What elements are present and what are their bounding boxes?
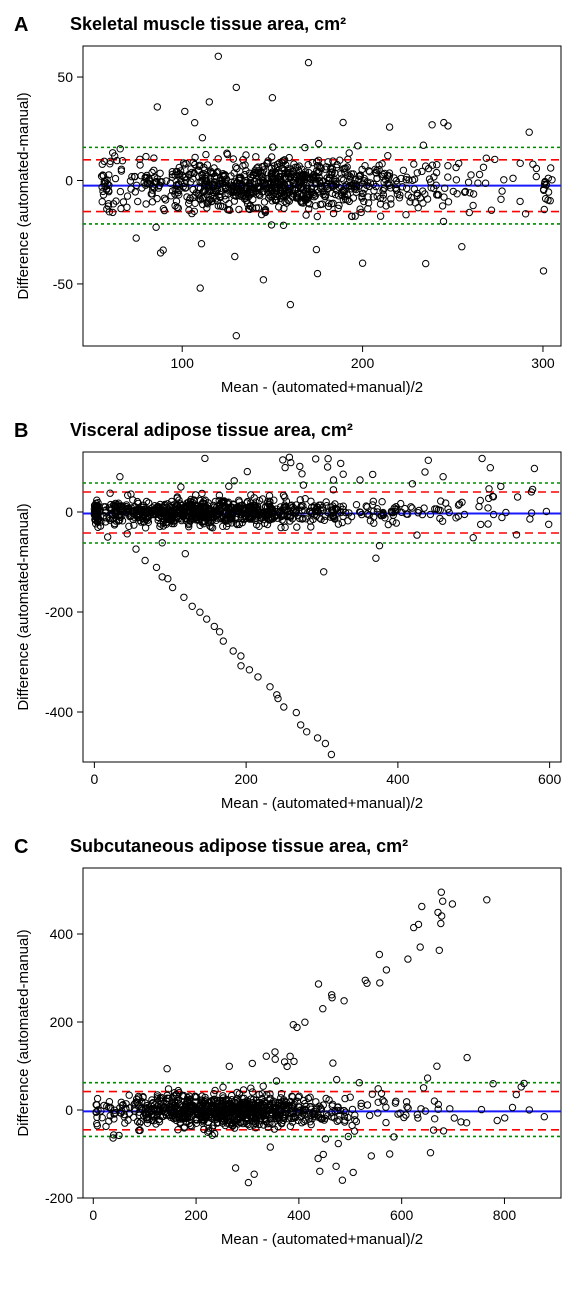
y-axis-label: Difference (automated-manual) [15, 92, 32, 299]
x-tick-label: 100 [171, 355, 195, 371]
y-tick-label: -400 [45, 704, 73, 720]
plot-frame [83, 452, 561, 762]
y-axis-label: Difference (automated-manual) [15, 929, 32, 1136]
y-tick-label: -50 [53, 276, 73, 292]
y-tick-label: 0 [65, 504, 73, 520]
y-axis-label: Difference (automated-manual) [15, 503, 32, 710]
plot-svg: 100 200 300 -50 0 50 Mean - (automated+manual)… [8, 8, 570, 406]
x-tick-label: 0 [89, 1207, 97, 1223]
panel-title: Visceral adipose tissue area, cm² [70, 420, 353, 441]
x-axis-label: Mean - (automated+manual)/2 [221, 379, 423, 396]
x-tick-label: 300 [531, 355, 555, 371]
panel-c: C Subcutaneous adipose tissue area, cm² 0 2… [8, 830, 570, 1258]
panel-letter: B [14, 420, 28, 443]
x-tick-label: 200 [351, 355, 375, 371]
x-tick-label: 400 [386, 771, 410, 787]
plot-svg: 0 200 400 600 -400 -200 0 Mean - (automated+man… [8, 414, 570, 822]
panel-a: A Skeletal muscle tissue area, cm² 100 200 3… [8, 8, 570, 406]
panel-letter: C [14, 836, 28, 859]
y-tick-label: 50 [57, 69, 73, 85]
x-tick-label: 0 [90, 771, 98, 787]
x-axis-label: Mean - (automated+manual)/2 [221, 795, 423, 812]
plot-frame [83, 868, 561, 1198]
y-tick-label: -200 [45, 1190, 73, 1206]
scatter-points [98, 53, 555, 339]
panel-b: B Visceral adipose tissue area, cm² 0 200 40… [8, 414, 570, 822]
panel-letter: A [14, 14, 28, 37]
scatter-points [93, 889, 548, 1186]
y-tick-label: 200 [50, 1014, 74, 1030]
plot-svg: 0 200 400 600 800 -200 0 200 400 Mean - (automate… [8, 830, 570, 1258]
x-axis-label: Mean - (automated+manual)/2 [221, 1231, 423, 1248]
y-tick-label: 400 [50, 926, 74, 942]
x-tick-label: 600 [390, 1207, 414, 1223]
x-tick-label: 600 [538, 771, 562, 787]
x-tick-label: 200 [184, 1207, 208, 1223]
x-tick-label: 200 [234, 771, 258, 787]
x-tick-label: 400 [287, 1207, 311, 1223]
panel-title: Skeletal muscle tissue area, cm² [70, 14, 346, 35]
y-tick-label: 0 [65, 1102, 73, 1118]
scatter-points [91, 454, 552, 758]
panel-title: Subcutaneous adipose tissue area, cm² [70, 836, 408, 857]
y-tick-label: -200 [45, 604, 73, 620]
x-tick-label: 800 [493, 1207, 517, 1223]
y-tick-label: 0 [65, 172, 73, 188]
